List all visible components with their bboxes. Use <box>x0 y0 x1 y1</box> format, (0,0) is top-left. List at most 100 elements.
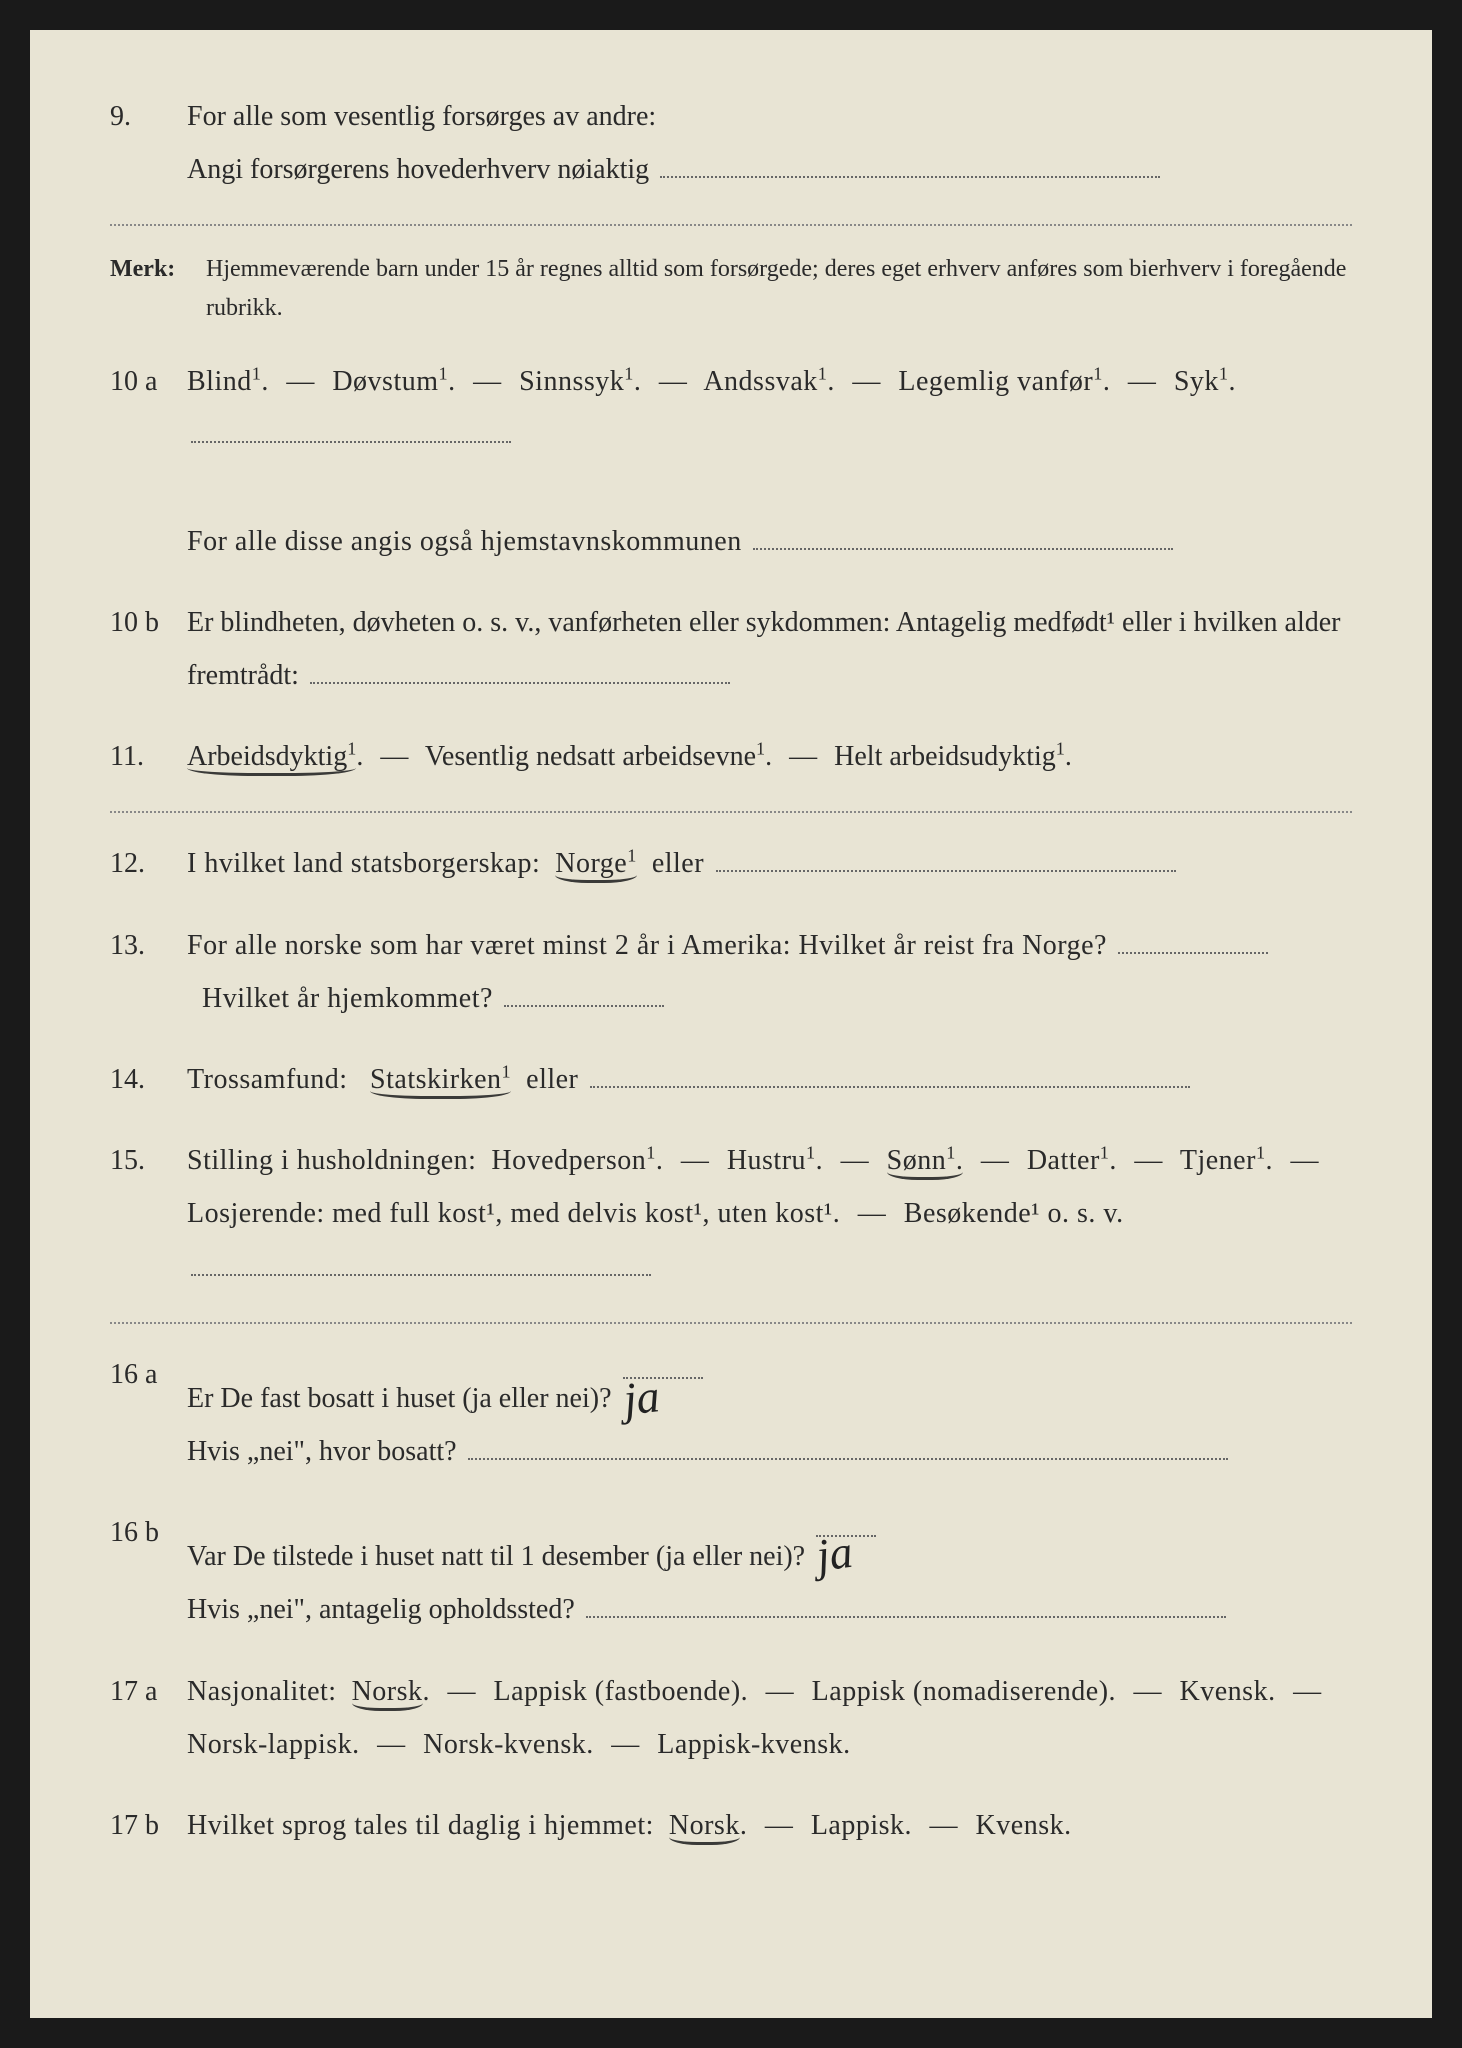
q11-opt-arbeidsdyktig[interactable]: Arbeidsdyktig1 <box>187 741 356 776</box>
q14-blank[interactable] <box>590 1057 1190 1088</box>
q9-body: For alle som vesentlig forsørges av andr… <box>187 90 1349 196</box>
q13-body: For alle norske som har været minst 2 år… <box>187 919 1349 1025</box>
q13-text-a: For alle norske som har været minst 2 år… <box>187 930 1107 961</box>
merk-note: Merk: Hjemmeværende barn under 15 år reg… <box>110 250 1352 327</box>
q11-opt-udyktig[interactable]: Helt arbeidsudyktig1. <box>834 741 1072 772</box>
q16b-blank-a[interactable]: ja <box>816 1506 876 1537</box>
q17a-opt-5[interactable]: Norsk-kvensk <box>423 1729 586 1760</box>
q15-opt-hustru[interactable]: Hustru1. <box>727 1145 823 1176</box>
merk-label: Merk: <box>110 250 200 288</box>
question-14: 14. Trossamfund: Statskirken1 eller <box>110 1053 1352 1106</box>
q16a-text-a: Er De fast bosatt i huset (ja eller nei)… <box>187 1383 612 1414</box>
q14-body: Trossamfund: Statskirken1 eller <box>187 1053 1349 1106</box>
question-17a: 17 a Nasjonalitet: Norsk. — Lappisk (fas… <box>110 1665 1352 1771</box>
q15-opt-tjener[interactable]: Tjener1. <box>1180 1145 1273 1176</box>
q10a-opt-sinnssyk[interactable]: Sinnssyk1. <box>519 366 641 397</box>
q10a-opt-syk[interactable]: Syk1. <box>1174 366 1236 397</box>
q17a-opt-2[interactable]: Lappisk (nomadiserende) <box>812 1676 1109 1707</box>
q17b-opt-1[interactable]: Lappisk <box>811 1810 905 1841</box>
question-12: 12. I hvilket land statsborgerskap: Norg… <box>110 837 1352 890</box>
q12-norge[interactable]: Norge1 <box>555 848 637 883</box>
question-11: 11. Arbeidsdyktig1. — Vesentlig nedsatt … <box>110 730 1352 783</box>
question-13: 13. For alle norske som har været minst … <box>110 919 1352 1025</box>
q16b-text-b: Hvis „nei", antagelig opholdssted? <box>187 1594 575 1625</box>
divider-3 <box>110 1322 1352 1324</box>
q10a-line2: For alle disse angis også hjemstavnskomm… <box>187 526 742 557</box>
q11-body: Arbeidsdyktig1. — Vesentlig nedsatt arbe… <box>187 730 1349 783</box>
q15-blank[interactable] <box>191 1245 651 1276</box>
q16a-num: 16 a <box>110 1348 180 1401</box>
q10a-opt-andssvak[interactable]: Andssvak1. <box>703 366 835 397</box>
q9-line1: For alle som vesentlig forsørges av andr… <box>187 101 656 132</box>
q16b-body: Var De tilstede i huset natt til 1 desem… <box>187 1506 1349 1636</box>
q10a-opt-dovstum[interactable]: Døvstum1. <box>332 366 455 397</box>
q14-eller: eller <box>526 1064 578 1095</box>
q13-num: 13. <box>110 919 180 972</box>
question-16b: 16 b Var De tilstede i huset natt til 1 … <box>110 1506 1352 1636</box>
q13-blank-a[interactable] <box>1118 923 1268 954</box>
q11-num: 11. <box>110 730 180 783</box>
q17a-opt-6[interactable]: Lappisk-kvensk <box>657 1729 843 1760</box>
q15-opt-hovedperson[interactable]: Hovedperson1. <box>491 1145 663 1176</box>
divider-2 <box>110 811 1352 813</box>
q16a-blank-b[interactable] <box>468 1429 1228 1460</box>
q12-blank[interactable] <box>716 842 1176 873</box>
q15-besokende[interactable]: Besøkende¹ o. s. v. <box>904 1198 1124 1229</box>
q15-num: 15. <box>110 1134 180 1187</box>
q16b-text-a: Var De tilstede i huset natt til 1 desem… <box>187 1541 805 1572</box>
question-9: 9. For alle som vesentlig forsørges av a… <box>110 90 1352 196</box>
q17b-norsk[interactable]: Norsk <box>669 1810 740 1845</box>
q17a-opt-3[interactable]: Kvensk <box>1180 1676 1269 1707</box>
q17b-opt-2[interactable]: Kvensk <box>976 1810 1065 1841</box>
q15-body: Stilling i husholdningen: Hovedperson1. … <box>187 1134 1349 1294</box>
question-15: 15. Stilling i husholdningen: Hovedperso… <box>110 1134 1352 1294</box>
q15-losjerende[interactable]: Losjerende: med full kost¹, med delvis k… <box>187 1198 840 1229</box>
q12-num: 12. <box>110 837 180 890</box>
q15-opt-datter[interactable]: Datter1. <box>1027 1145 1117 1176</box>
q13-blank-b[interactable] <box>504 976 664 1007</box>
divider <box>110 224 1352 226</box>
q16a-blank-a[interactable]: ja <box>623 1348 703 1379</box>
q9-num: 9. <box>110 90 180 143</box>
q15-opt-sonn[interactable]: Sønn1. <box>887 1145 964 1180</box>
q14-text: Trossamfund: <box>187 1064 348 1095</box>
q17b-body: Hvilket sprog tales til daglig i hjemmet… <box>187 1799 1349 1852</box>
q10a-blank2[interactable] <box>753 519 1173 550</box>
merk-text: Hjemmeværende barn under 15 år regnes al… <box>206 250 1348 327</box>
q10a-num: 10 a <box>110 355 180 408</box>
q9-line2: Angi forsørgerens hovederhverv nøiaktig <box>187 154 649 185</box>
q12-text: I hvilket land statsborgerskap: <box>187 848 540 879</box>
q17a-norsk[interactable]: Norsk <box>352 1676 423 1711</box>
q10b-num: 10 b <box>110 596 180 649</box>
q16b-blank-b[interactable] <box>586 1588 1226 1619</box>
q17a-num: 17 a <box>110 1665 180 1718</box>
q10a-opt-blind[interactable]: Blind1. <box>187 366 269 397</box>
q10a-body: Blind1. — Døvstum1. — Sinnssyk1. — Andss… <box>187 355 1349 568</box>
census-form-page: 9. For alle som vesentlig forsørges av a… <box>30 30 1432 2018</box>
q17a-opt-4[interactable]: Norsk-lappisk <box>187 1729 352 1760</box>
q10b-blank[interactable] <box>310 653 730 684</box>
q10a-blank[interactable] <box>191 413 511 444</box>
q17a-body: Nasjonalitet: Norsk. — Lappisk (fastboen… <box>187 1665 1349 1771</box>
q10b-body: Er blindheten, døvheten o. s. v., vanfør… <box>187 596 1349 702</box>
q14-num: 14. <box>110 1053 180 1106</box>
q17b-text: Hvilket sprog tales til daglig i hjemmet… <box>187 1810 654 1841</box>
question-10a: 10 a Blind1. — Døvstum1. — Sinnssyk1. — … <box>110 355 1352 568</box>
q16b-answer: ja <box>811 1508 859 1600</box>
question-16a: 16 a Er De fast bosatt i huset (ja eller… <box>110 1348 1352 1478</box>
q15-text: Stilling i husholdningen: <box>187 1145 476 1176</box>
q16a-text-b: Hvis „nei", hvor bosatt? <box>187 1436 457 1467</box>
q10a-opt-legemlig[interactable]: Legemlig vanfør1. <box>898 366 1110 397</box>
q16b-num: 16 b <box>110 1506 180 1559</box>
q17a-text: Nasjonalitet: <box>187 1676 337 1707</box>
q13-text-b: Hvilket år hjemkommet? <box>202 983 493 1014</box>
q9-blank[interactable] <box>660 147 1160 178</box>
q16a-body: Er De fast bosatt i huset (ja eller nei)… <box>187 1348 1349 1478</box>
q14-statskirken[interactable]: Statskirken1 <box>370 1064 511 1099</box>
q12-eller: eller <box>652 848 704 879</box>
q17a-opt-1[interactable]: Lappisk (fastboende) <box>494 1676 741 1707</box>
q17b-num: 17 b <box>110 1799 180 1852</box>
q12-body: I hvilket land statsborgerskap: Norge1 e… <box>187 837 1349 890</box>
q11-opt-nedsatt[interactable]: Vesentlig nedsatt arbeidsevne1. <box>425 741 772 772</box>
question-10b: 10 b Er blindheten, døvheten o. s. v., v… <box>110 596 1352 702</box>
